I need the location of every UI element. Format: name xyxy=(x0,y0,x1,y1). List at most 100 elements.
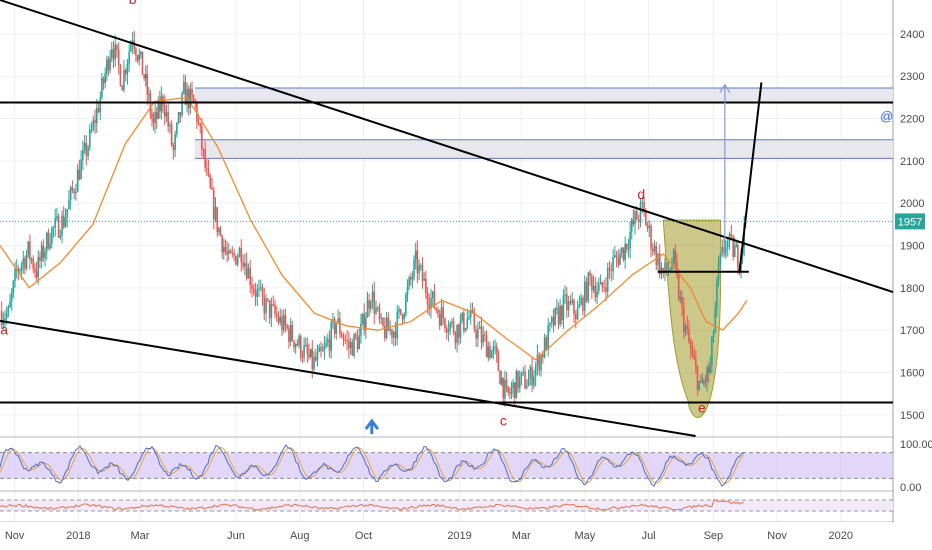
time-axis[interactable]: Nov 2018 Mar Jun Aug Oct 2019 Mar May Jul Sep Nov 20… xyxy=(0,522,893,550)
candle-body xyxy=(201,126,203,150)
candle-body xyxy=(235,255,237,265)
candle-body xyxy=(725,247,727,253)
candle-body xyxy=(394,331,397,339)
candle-body xyxy=(17,268,20,272)
candle-body xyxy=(128,51,130,64)
candle-body xyxy=(311,349,314,369)
candle-body xyxy=(653,245,656,252)
candle-body xyxy=(211,187,213,190)
candle-body xyxy=(585,281,588,301)
candle-body xyxy=(289,324,292,342)
price-tick-label: 2000 xyxy=(900,198,924,210)
candle-body xyxy=(571,299,574,304)
candle-body xyxy=(104,73,106,83)
candle-body xyxy=(569,301,572,304)
candle-body xyxy=(249,267,252,286)
candle-body xyxy=(665,262,668,271)
candle-body xyxy=(672,250,675,267)
candle-body xyxy=(538,354,541,371)
candle-body xyxy=(318,346,321,352)
candle-body xyxy=(399,308,402,315)
candle-body xyxy=(510,388,513,394)
candle-body xyxy=(658,253,661,275)
candle-body xyxy=(531,366,533,386)
candle-body xyxy=(267,298,269,301)
candle-body xyxy=(272,304,274,306)
candle-body xyxy=(294,343,297,348)
candle-body xyxy=(428,303,431,309)
price-tick-label: 1700 xyxy=(900,325,924,337)
candle-body xyxy=(517,371,519,389)
price-candles xyxy=(0,30,747,408)
candle-body xyxy=(695,359,697,367)
candle-body xyxy=(349,341,352,349)
candle-body xyxy=(344,339,347,341)
candle-body xyxy=(301,356,304,358)
candle-body xyxy=(556,307,558,309)
candle-body xyxy=(20,264,23,270)
price-axis[interactable]: 1500 1600 1700 1800 1900 2000 2100 2200 2300 2400… xyxy=(894,0,932,550)
candle-body xyxy=(197,122,200,124)
candle-body xyxy=(32,259,35,269)
candle-body xyxy=(189,88,192,109)
drawn-lines xyxy=(0,0,894,437)
candle-body xyxy=(681,296,683,306)
candle-body xyxy=(735,244,738,247)
candle-body xyxy=(389,329,391,331)
candle-body xyxy=(229,250,232,253)
candle-body xyxy=(696,366,699,390)
candle-body xyxy=(371,291,374,303)
candle-body xyxy=(181,92,183,116)
candle-body xyxy=(529,366,532,380)
candle-body xyxy=(71,187,74,191)
candle-body xyxy=(550,317,553,323)
candle-body xyxy=(437,309,439,314)
candle-body xyxy=(534,366,537,377)
time-tick-label: Jul xyxy=(642,530,656,542)
candle-body xyxy=(684,325,687,332)
candle-body xyxy=(418,265,420,274)
candle-body xyxy=(212,189,215,220)
candle-body xyxy=(78,169,81,180)
candle-body xyxy=(442,307,444,319)
candle-body xyxy=(475,329,477,339)
candle-body xyxy=(376,307,379,309)
candle-body xyxy=(473,312,476,330)
wave-label: c xyxy=(500,412,507,428)
candle-body xyxy=(216,207,219,233)
candle-body xyxy=(244,263,246,267)
candle-body xyxy=(391,329,393,338)
candle-body xyxy=(114,44,117,60)
candle-body xyxy=(619,253,621,265)
candle-body xyxy=(263,296,266,314)
candle-body xyxy=(384,326,386,339)
candle-body xyxy=(723,247,725,253)
time-tick-label: Oct xyxy=(355,530,372,542)
candle-body xyxy=(29,241,31,260)
time-tick-label: May xyxy=(574,530,595,542)
candle-body xyxy=(693,355,695,360)
candle-body xyxy=(411,276,414,280)
candle-body xyxy=(256,288,259,297)
candle-body xyxy=(392,331,395,338)
candle-body xyxy=(559,305,561,325)
candle-body xyxy=(265,298,267,314)
up-arrow-icon xyxy=(364,418,380,434)
candle-body xyxy=(622,247,625,260)
candle-body xyxy=(671,266,673,270)
candle-body xyxy=(140,51,142,55)
candle-body xyxy=(599,282,602,285)
candle-body xyxy=(662,267,665,274)
wave-label: b xyxy=(129,0,137,7)
cup-pattern xyxy=(662,219,722,418)
oscillator-1 xyxy=(0,444,893,487)
candle-body xyxy=(346,339,348,341)
candle-body xyxy=(102,78,105,83)
candle-body xyxy=(24,258,26,269)
candle-body xyxy=(464,328,467,331)
candle-body xyxy=(69,187,72,200)
candle-body xyxy=(214,207,217,220)
candle-body xyxy=(40,245,43,261)
candle-body xyxy=(157,100,160,119)
candle-body xyxy=(124,69,127,75)
